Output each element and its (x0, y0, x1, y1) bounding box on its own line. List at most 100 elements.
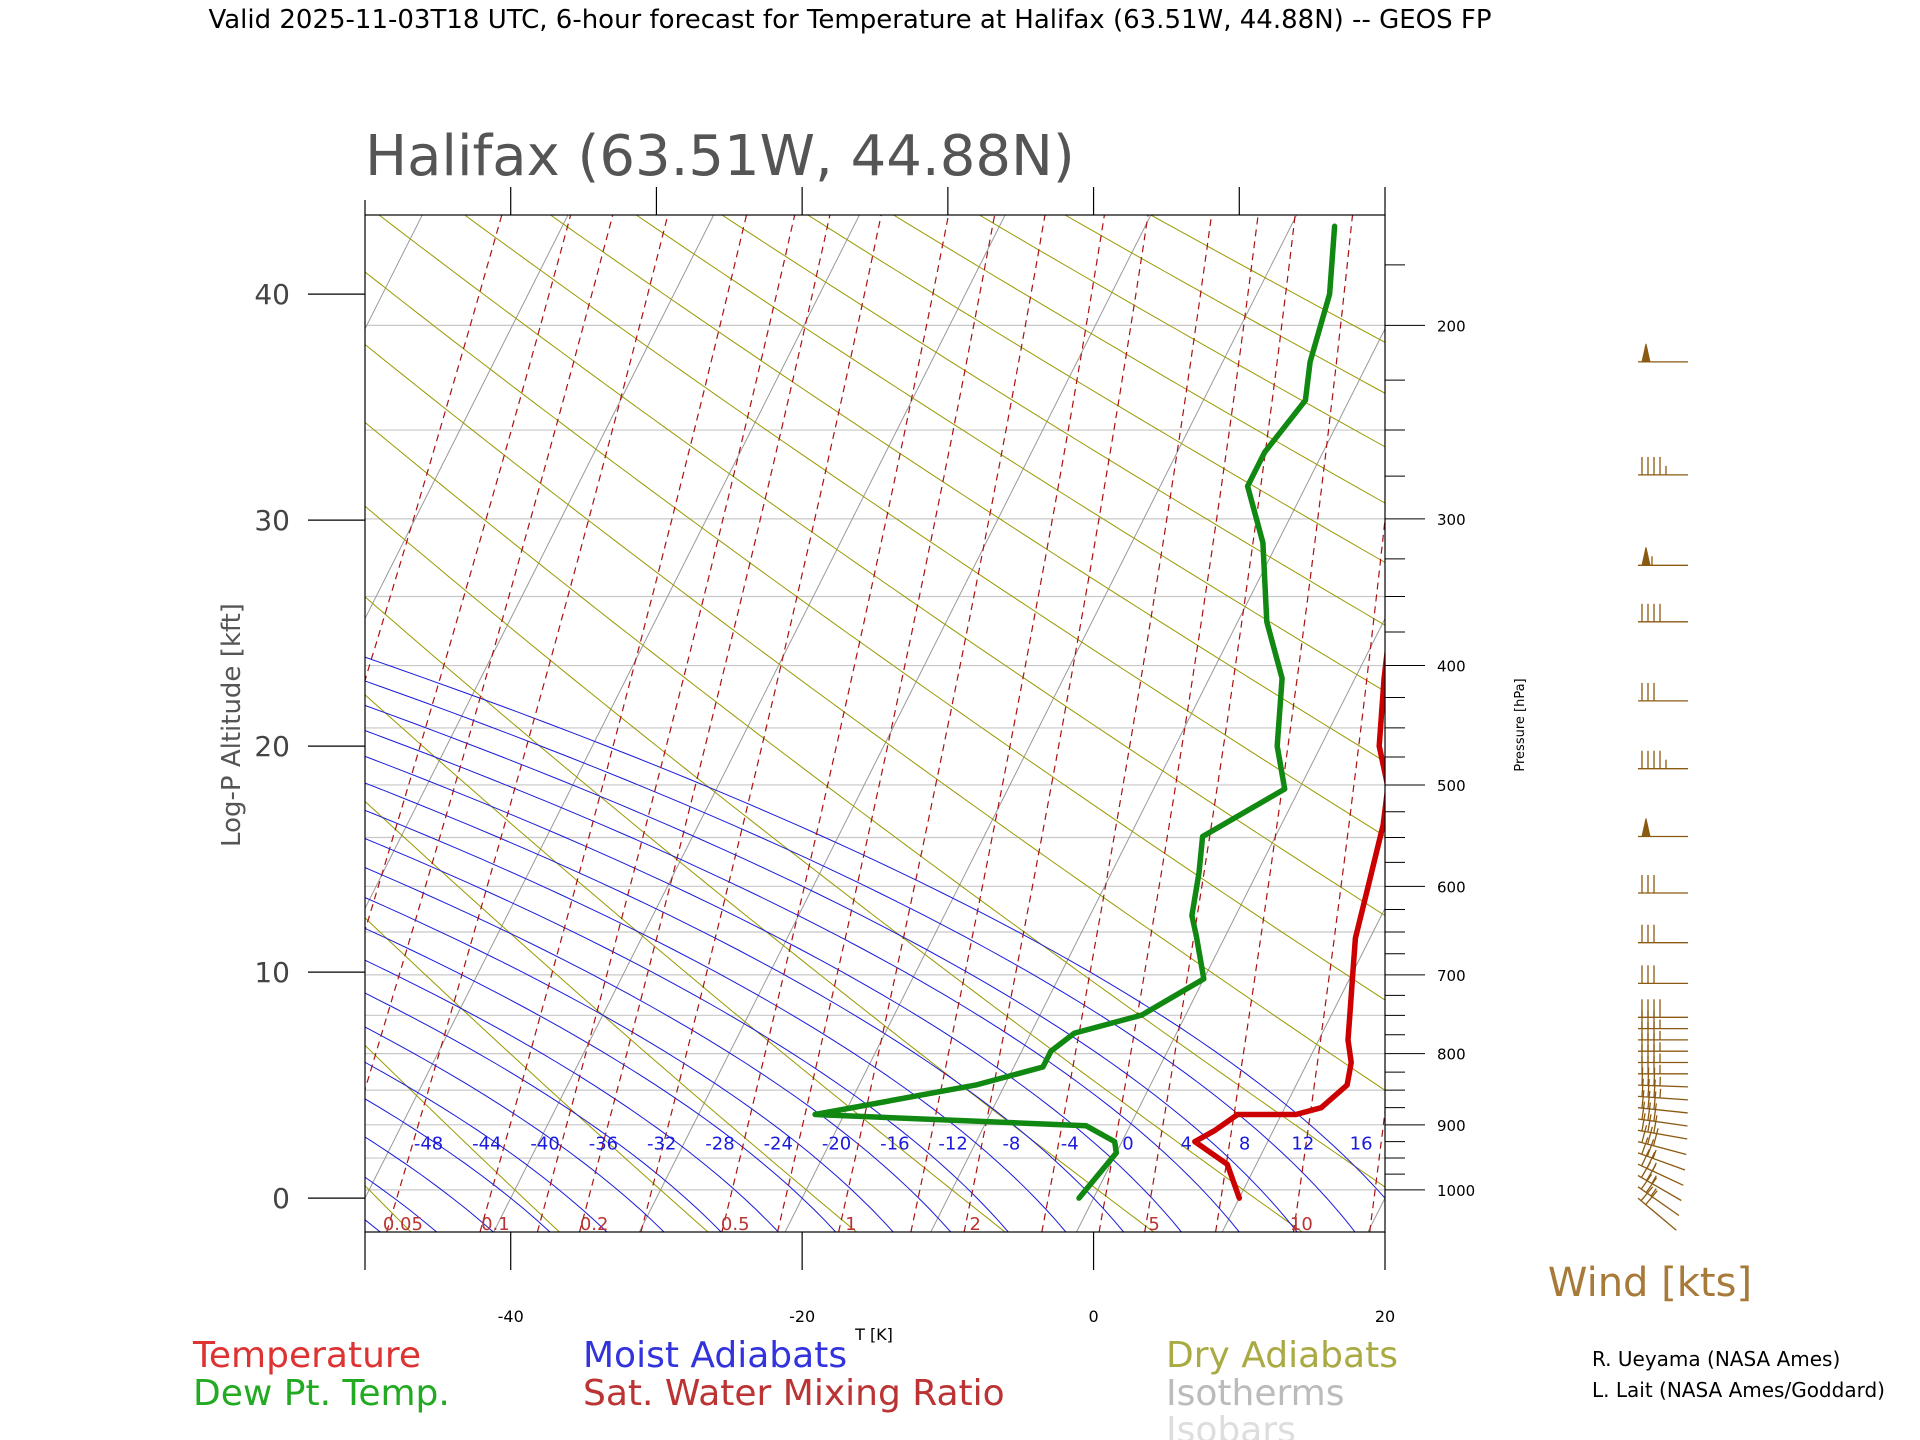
moist-adiabat-label: 8 (1239, 1134, 1250, 1155)
pressure-tick-label: 1000 (1437, 1182, 1475, 1200)
wind-barb (1637, 1125, 1687, 1156)
dry-adiabat-line (365, 505, 1303, 1232)
x-tick-label: -20 (789, 1307, 815, 1326)
wind-barb-full (1653, 1103, 1657, 1122)
moist-adiabat-line (365, 867, 952, 1232)
dry-adiabat-line (1064, 215, 1385, 394)
isotherm-line (365, 215, 860, 1200)
moist-adiabat-line (365, 959, 779, 1232)
moist-adiabat-label: -44 (472, 1134, 501, 1155)
moist-adiabat-label: -4 (1061, 1134, 1079, 1155)
mixing-ratio-line (1144, 215, 1296, 1232)
mixing-ratio-line (1041, 215, 1213, 1232)
wind-barb-full (1653, 1091, 1657, 1110)
pressure-tick-label: 700 (1437, 967, 1466, 985)
wind-barb-full (1653, 1079, 1656, 1098)
isotherm-line (493, 215, 1006, 1232)
isotherm-line (365, 215, 569, 620)
moist-adiabat-label: -24 (764, 1134, 793, 1155)
wind-barb-staff (1637, 1163, 1684, 1186)
moist-adiabat-line (365, 680, 1356, 1232)
wind-barb-staff (1637, 1084, 1688, 1088)
wind-barb-full (1641, 1137, 1649, 1155)
moist-adiabat-line (365, 1026, 665, 1232)
wind-barb-full (1647, 1079, 1650, 1098)
wind-barb-staff (1637, 1152, 1686, 1171)
mixing-ratio-label: 0.05 (383, 1214, 423, 1235)
moist-adiabat-label: 16 (1350, 1134, 1373, 1155)
mixing-ratio-line (536, 215, 796, 1232)
wind-barb-staff (1637, 1107, 1688, 1114)
wind-barb-full (1646, 1139, 1655, 1157)
wind-barb-full (1645, 1177, 1658, 1193)
wind-barb-full (1647, 1102, 1652, 1121)
wind-barb (1638, 456, 1688, 476)
wind-barb-flag (1641, 547, 1651, 566)
mixing-ratio-label: 0.2 (580, 1214, 609, 1235)
chart-title: Halifax (63.51W, 44.88N) (365, 124, 1075, 189)
mixing-ratio-labels: 0.05 0.1 0.2 0.5 1 2 5 10 (383, 1214, 1313, 1235)
mixing-ratio-label: 0.5 (721, 1214, 750, 1235)
legend-dewpoint: Dew Pt. Temp. (193, 1373, 450, 1414)
mixing-ratio-line (1453, 215, 1543, 1232)
dry-adiabat-line (365, 343, 1385, 1091)
wind-barb (1638, 682, 1688, 702)
wind-barb-full (1641, 1113, 1646, 1132)
wind-barb (1637, 1137, 1686, 1171)
wind-barb-half (1650, 1188, 1657, 1197)
dry-adiabat-line (807, 215, 1385, 564)
moist-adiabat-line (365, 730, 1240, 1232)
wind-barb (1637, 1173, 1680, 1217)
dry-adiabat-line (365, 694, 1006, 1232)
dry-adiabat-line (464, 215, 1385, 837)
moist-adiabat-line (365, 656, 1385, 1199)
moist-adiabat-line (365, 809, 1067, 1232)
isotherm-line (0, 215, 131, 1232)
moist-adiabat-line (365, 704, 1298, 1232)
plot-frame (364, 214, 1386, 1233)
mixing-ratio-line (386, 215, 669, 1232)
header-title: Valid 2025-11-03T18 UTC, 6-hour forecast… (208, 5, 1491, 35)
moist-adiabat-line (365, 1098, 551, 1232)
moist-adiabat-line (365, 1061, 608, 1232)
moist-adiabat-line (0, 215, 324, 1232)
moist-adiabat-label: -8 (1002, 1134, 1020, 1155)
wind-barb (1637, 1067, 1688, 1088)
wind-barb (1638, 603, 1688, 623)
wind-barb-full (1645, 1190, 1658, 1205)
wind-barb (1638, 818, 1688, 838)
y-tick-label: 40 (254, 278, 290, 311)
dry-adiabat-line (636, 215, 1385, 693)
wind-barb (1638, 750, 1688, 770)
mixing-ratio-line (1292, 514, 1385, 1232)
dry-adiabat-line (365, 421, 1385, 1188)
mixing-ratio-line (365, 215, 572, 933)
isotherm-line (365, 215, 715, 910)
legend: Temperature Dew Pt. Temp. Moist Adiabats… (192, 1335, 1398, 1440)
temperature-line (1192, 646, 1385, 1201)
legend-mixing-ratio: Sat. Water Mixing Ratio (583, 1373, 1005, 1414)
mixing-ratio-line (910, 215, 1105, 1232)
wind-barb (1637, 1101, 1688, 1127)
mixing-ratio-line (1215, 215, 1354, 1232)
wind-barb-staff (1637, 1174, 1682, 1202)
moist-adiabat-labels: -48 -44 -40 -36 -32 -28 -24 -20 -16 -12 -8 -4 0 4 8 12 1… (414, 1134, 1373, 1155)
wind-barb-half (1659, 1088, 1662, 1098)
moist-adiabat-label: -48 (414, 1134, 443, 1155)
isotherm-line (1221, 907, 1385, 1232)
wind-barb-staff (1637, 1129, 1688, 1140)
mixing-ratio-label: 2 (969, 1214, 980, 1235)
moist-adiabat-label: -40 (530, 1134, 559, 1155)
x-tick-label: 0 (1088, 1307, 1098, 1326)
mixing-ratio-line (578, 215, 831, 1232)
moist-adiabat-line (365, 838, 1009, 1232)
moist-adiabat-label: 0 (1122, 1134, 1133, 1155)
x-tick-label: -40 (498, 1307, 524, 1326)
wind-barb-full (1653, 1115, 1658, 1134)
wind-barb-staff (1637, 1140, 1687, 1156)
wind-barb-flag (1641, 818, 1651, 837)
moist-adiabat-label: 12 (1291, 1134, 1314, 1155)
wind-barb-full (1647, 1090, 1651, 1109)
wind-barb-staff (1637, 1095, 1688, 1101)
dry-adiabat-line (365, 1044, 560, 1232)
